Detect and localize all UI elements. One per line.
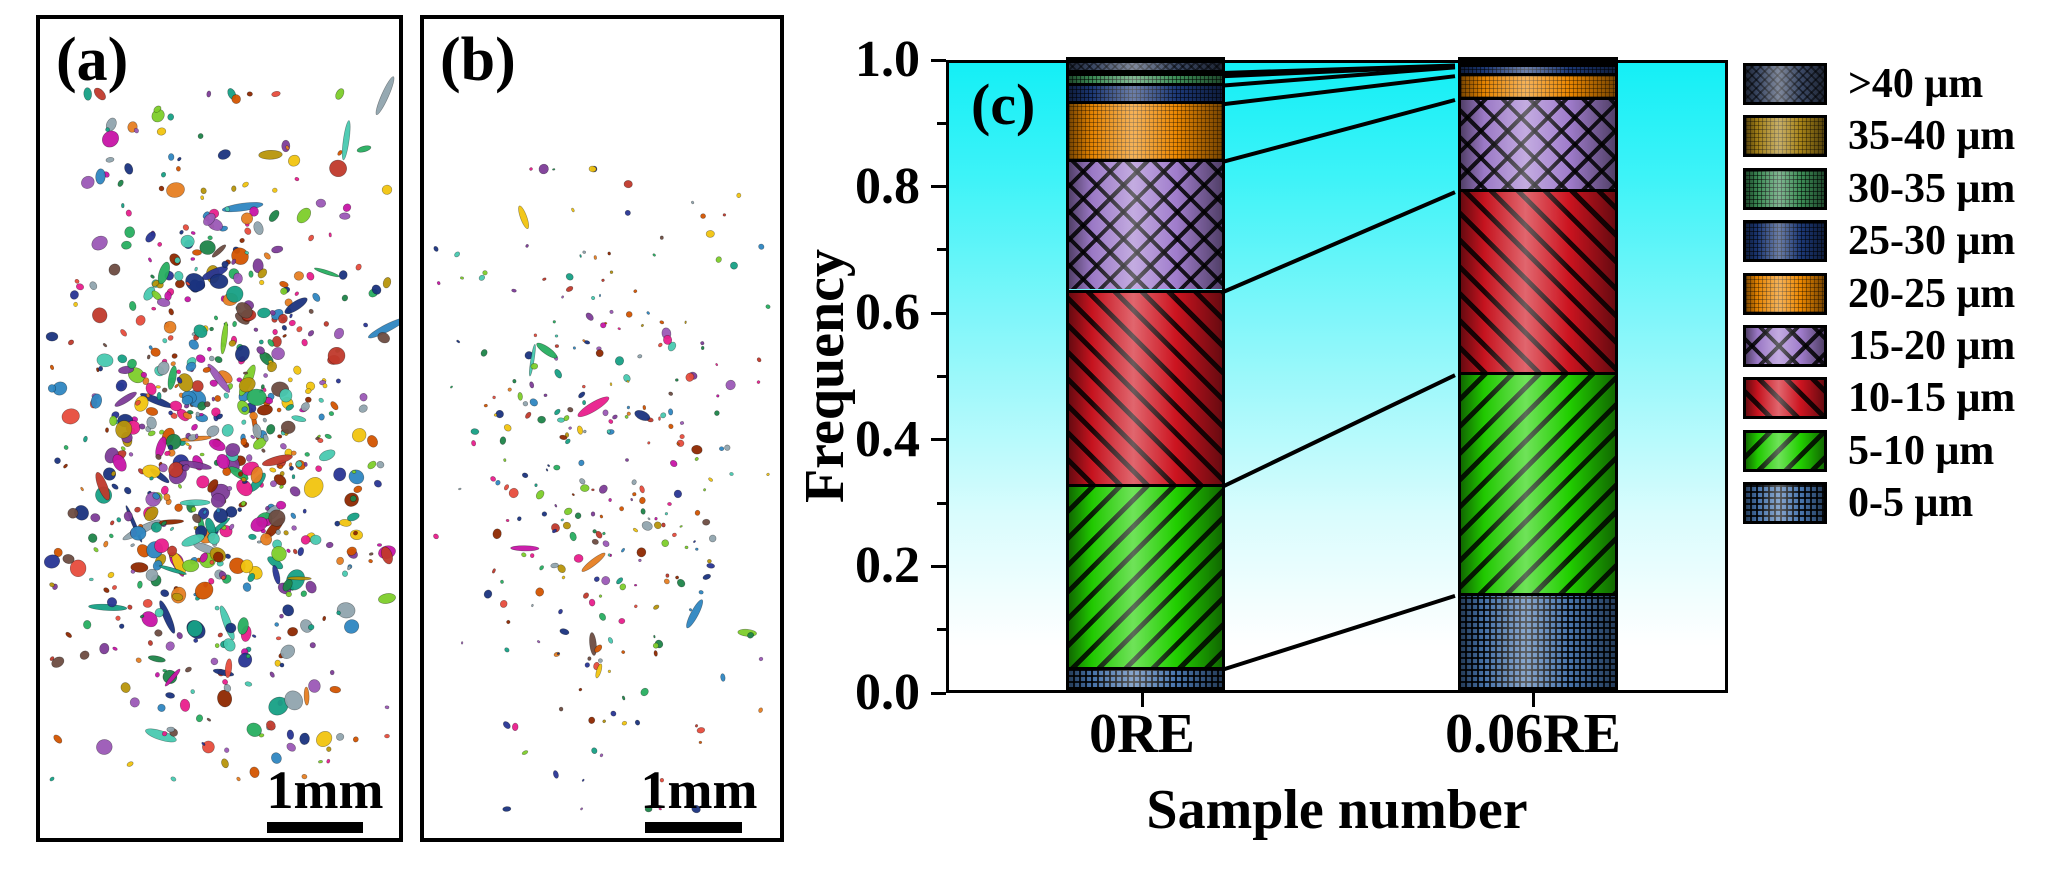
legend-swatch-30-35μm	[1743, 167, 1827, 210]
y-tick-label-1.0: 1.0	[855, 31, 920, 88]
x-category-label-0RE: 0RE	[1089, 703, 1195, 765]
y-axis-title: Frequency	[794, 248, 856, 504]
panel-b-scale-label: 1mm	[640, 760, 758, 820]
segment-connector-lines	[1221, 63, 1456, 672]
legend-swatch-35-40μm	[1743, 115, 1827, 158]
bar-segment-0.06RE-25-30μm	[1461, 64, 1615, 74]
legend-label-20-25μm: 20-25 μm	[1848, 270, 2016, 317]
legend-label-25-30μm: 25-30 μm	[1848, 218, 2016, 265]
bar-segment-0RE-0-5μm	[1069, 666, 1222, 687]
legend-label-35-40μm: 35-40 μm	[1848, 113, 2016, 160]
bar-segment-0RE-30-35μm	[1069, 73, 1222, 83]
x-tick-0RE	[1140, 693, 1144, 707]
y-tick-label-0.8: 0.8	[855, 157, 920, 215]
bar-segment-0RE->40μm	[1069, 60, 1222, 71]
bar-segment-0RE-35-40μm	[1069, 70, 1222, 74]
bar-segment-0.06RE-5-10μm	[1461, 372, 1615, 593]
particle-field-b	[433, 163, 771, 814]
x-category-label-0.06RE: 0.06RE	[1445, 703, 1621, 765]
x-tick-0.06RE	[1531, 693, 1535, 707]
bar-segment-0RE-25-30μm	[1069, 82, 1222, 102]
y-minor-tick	[937, 628, 946, 632]
bar-segment-0.06RE-20-25μm	[1461, 73, 1615, 97]
legend-label-30-35μm: 30-35 μm	[1848, 165, 2016, 212]
stacked-bar-0RE	[1066, 57, 1225, 690]
particle-field-a	[43, 76, 399, 782]
plot-area: (c)	[946, 57, 1728, 693]
x-axis-title: Sample number	[1146, 779, 1528, 841]
y-tick-label-0.4: 0.4	[855, 410, 920, 468]
legend-swatch-5-10μm	[1743, 429, 1827, 472]
legend-label-5-10μm: 5-10 μm	[1848, 427, 1995, 474]
panel-a-scale-bar	[267, 822, 363, 833]
stacked-bar-006RE	[1458, 57, 1618, 690]
y-tick-label-0.0: 0.0	[855, 664, 920, 721]
bar-segment-0.06RE-10-15μm	[1461, 189, 1615, 373]
bar-segment-0.06RE-0-5μm	[1461, 592, 1615, 687]
y-minor-tick	[937, 121, 946, 125]
y-major-tick-0.4	[931, 438, 946, 442]
legend-swatch-25-30μm	[1743, 220, 1827, 263]
y-minor-tick	[937, 501, 946, 505]
bar-segment-0RE-15-20μm	[1069, 159, 1222, 290]
legend-label-0-5μm: 0-5 μm	[1848, 480, 1974, 527]
legend-label->40μm: >40 μm	[1848, 61, 1984, 107]
panel-c-label: (c)	[971, 72, 1036, 137]
legend-label-10-15μm: 10-15 μm	[1848, 375, 2016, 422]
panel-b: (b) 1mm	[420, 15, 784, 842]
bar-segment-0RE-20-25μm	[1069, 101, 1222, 160]
y-minor-tick	[937, 248, 946, 252]
y-tick-label-0.2: 0.2	[855, 537, 920, 595]
legend-swatch-10-15μm	[1743, 377, 1827, 420]
y-major-tick-0.2	[931, 564, 946, 568]
legend-swatch-0-5μm	[1743, 482, 1827, 525]
bar-segment-0.06RE-15-20μm	[1461, 97, 1615, 190]
legend-swatch-20-25μm	[1743, 272, 1827, 315]
panel-a: (a) 1mm	[36, 15, 403, 842]
bar-segment-0RE-10-15μm	[1069, 289, 1222, 484]
bar-segment-0.06RE->40μm	[1461, 59, 1615, 63]
legend-label-15-20μm: 15-20 μm	[1848, 323, 2016, 369]
y-major-tick-0.6	[931, 311, 946, 315]
bar-segment-0RE-5-10μm	[1069, 483, 1222, 667]
y-major-tick-0.8	[931, 185, 946, 189]
panel-b-label: (b)	[440, 26, 516, 94]
y-minor-tick	[937, 375, 946, 378]
legend-swatch-15-20μm	[1743, 325, 1827, 367]
legend-swatch->40μm	[1743, 63, 1827, 105]
y-major-tick-1.0	[931, 58, 946, 62]
panel-a-scale-label: 1mm	[266, 760, 384, 820]
panel-b-scale-bar	[645, 822, 742, 833]
y-major-tick-0.0	[931, 691, 946, 695]
y-tick-label-0.6: 0.6	[855, 284, 920, 342]
panel-a-label: (a)	[56, 26, 129, 94]
